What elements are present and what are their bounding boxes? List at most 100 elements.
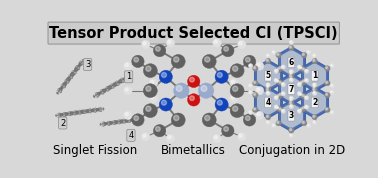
Circle shape bbox=[272, 124, 276, 128]
Circle shape bbox=[78, 68, 79, 69]
Circle shape bbox=[297, 109, 302, 113]
Circle shape bbox=[132, 55, 144, 68]
Circle shape bbox=[232, 106, 238, 111]
Circle shape bbox=[63, 112, 65, 114]
Circle shape bbox=[237, 133, 246, 141]
Circle shape bbox=[76, 66, 78, 68]
Circle shape bbox=[325, 67, 328, 69]
Circle shape bbox=[257, 88, 260, 91]
Circle shape bbox=[159, 98, 172, 111]
Circle shape bbox=[299, 92, 305, 98]
Circle shape bbox=[230, 94, 238, 103]
Circle shape bbox=[58, 116, 60, 117]
Circle shape bbox=[278, 66, 284, 71]
Circle shape bbox=[300, 67, 302, 69]
Circle shape bbox=[90, 111, 91, 113]
Circle shape bbox=[232, 86, 238, 91]
Circle shape bbox=[111, 84, 113, 86]
Circle shape bbox=[290, 70, 291, 72]
Circle shape bbox=[325, 80, 330, 86]
Circle shape bbox=[330, 84, 334, 88]
Circle shape bbox=[330, 90, 334, 95]
Circle shape bbox=[153, 125, 166, 137]
Circle shape bbox=[312, 85, 318, 91]
Circle shape bbox=[105, 87, 107, 89]
Circle shape bbox=[190, 77, 194, 82]
Circle shape bbox=[266, 86, 268, 88]
Circle shape bbox=[300, 93, 302, 95]
Circle shape bbox=[299, 80, 305, 86]
Circle shape bbox=[230, 104, 244, 118]
Circle shape bbox=[325, 81, 328, 83]
Circle shape bbox=[248, 90, 253, 95]
Text: 3: 3 bbox=[85, 60, 90, 69]
Circle shape bbox=[79, 110, 80, 111]
Circle shape bbox=[274, 78, 278, 83]
Ellipse shape bbox=[106, 122, 113, 125]
Circle shape bbox=[302, 80, 304, 82]
Circle shape bbox=[313, 54, 315, 56]
Circle shape bbox=[267, 84, 268, 85]
Circle shape bbox=[124, 121, 125, 123]
Ellipse shape bbox=[118, 78, 125, 83]
Circle shape bbox=[232, 66, 238, 71]
Circle shape bbox=[108, 124, 109, 125]
Circle shape bbox=[289, 104, 294, 109]
Circle shape bbox=[58, 113, 60, 115]
Circle shape bbox=[213, 39, 221, 47]
Circle shape bbox=[72, 70, 74, 72]
Polygon shape bbox=[256, 88, 281, 117]
Circle shape bbox=[141, 119, 143, 121]
Circle shape bbox=[302, 121, 304, 123]
Circle shape bbox=[74, 72, 76, 74]
Circle shape bbox=[297, 82, 302, 87]
Circle shape bbox=[312, 58, 318, 64]
Circle shape bbox=[139, 117, 140, 118]
Circle shape bbox=[273, 124, 274, 126]
Circle shape bbox=[64, 115, 65, 117]
Circle shape bbox=[134, 116, 139, 121]
Text: 2: 2 bbox=[312, 98, 317, 107]
Circle shape bbox=[68, 111, 70, 113]
Circle shape bbox=[245, 116, 250, 121]
Circle shape bbox=[143, 42, 146, 45]
Circle shape bbox=[279, 108, 281, 110]
Circle shape bbox=[265, 114, 271, 120]
Circle shape bbox=[128, 74, 129, 76]
Circle shape bbox=[113, 123, 115, 125]
Circle shape bbox=[289, 101, 294, 106]
Circle shape bbox=[266, 89, 268, 91]
Circle shape bbox=[118, 120, 120, 121]
Circle shape bbox=[267, 121, 268, 123]
Circle shape bbox=[289, 70, 294, 74]
Circle shape bbox=[298, 92, 300, 94]
Circle shape bbox=[305, 79, 307, 81]
Circle shape bbox=[289, 134, 294, 138]
Circle shape bbox=[215, 98, 228, 111]
Circle shape bbox=[67, 81, 69, 83]
Circle shape bbox=[281, 109, 285, 113]
Ellipse shape bbox=[68, 112, 74, 115]
Circle shape bbox=[153, 44, 166, 57]
Circle shape bbox=[155, 127, 160, 131]
Circle shape bbox=[82, 63, 84, 65]
Circle shape bbox=[248, 110, 253, 115]
Circle shape bbox=[290, 46, 292, 48]
Circle shape bbox=[274, 69, 278, 73]
Circle shape bbox=[243, 114, 256, 126]
Circle shape bbox=[230, 84, 244, 98]
Circle shape bbox=[201, 86, 207, 91]
Circle shape bbox=[171, 54, 185, 68]
Circle shape bbox=[79, 113, 81, 114]
Circle shape bbox=[304, 105, 309, 109]
Circle shape bbox=[100, 107, 101, 108]
Ellipse shape bbox=[118, 120, 125, 123]
Circle shape bbox=[102, 110, 103, 111]
Circle shape bbox=[95, 93, 97, 95]
Circle shape bbox=[126, 75, 127, 76]
Text: 7: 7 bbox=[289, 85, 294, 94]
Circle shape bbox=[302, 107, 304, 109]
Circle shape bbox=[150, 80, 154, 83]
Circle shape bbox=[97, 95, 98, 96]
Circle shape bbox=[265, 85, 271, 91]
